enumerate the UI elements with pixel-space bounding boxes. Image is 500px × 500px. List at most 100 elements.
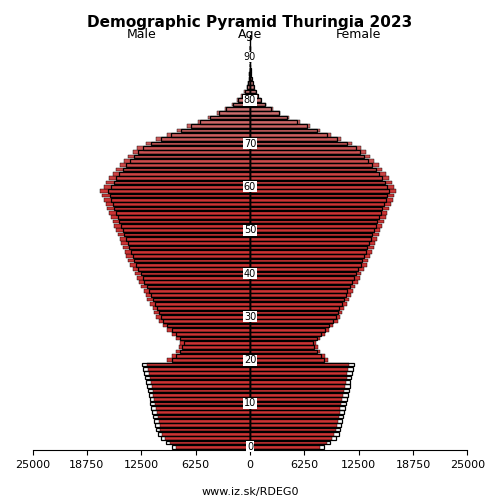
Bar	[152, 388, 250, 392]
Bar	[110, 194, 250, 198]
Bar	[137, 276, 250, 280]
Bar	[158, 414, 250, 418]
Bar	[250, 211, 380, 215]
Bar	[250, 376, 346, 380]
Bar	[250, 315, 340, 318]
Bar	[154, 310, 250, 314]
Bar	[180, 350, 250, 354]
Bar	[250, 328, 325, 332]
Bar	[248, 81, 250, 85]
Text: 0: 0	[247, 442, 253, 452]
Bar	[250, 384, 350, 388]
Bar	[198, 120, 250, 124]
Bar	[250, 284, 350, 288]
Bar	[130, 263, 250, 266]
Bar	[250, 185, 394, 189]
Bar	[156, 315, 250, 318]
Bar	[250, 268, 358, 271]
Bar	[250, 410, 344, 414]
Bar	[172, 328, 250, 332]
Bar	[250, 190, 389, 193]
Bar	[250, 354, 321, 358]
Bar	[172, 445, 250, 448]
Bar	[145, 376, 250, 380]
Bar	[151, 380, 250, 384]
Bar	[131, 250, 250, 254]
Bar	[242, 94, 250, 98]
Bar	[238, 98, 250, 102]
Bar	[244, 90, 250, 94]
Bar	[250, 232, 372, 236]
Bar	[134, 258, 250, 262]
Bar	[250, 107, 272, 111]
Bar	[250, 159, 368, 163]
Bar	[250, 440, 326, 444]
Bar	[116, 228, 250, 232]
Bar	[168, 358, 250, 362]
Bar	[250, 402, 342, 406]
Bar	[151, 142, 250, 146]
Bar	[163, 324, 250, 328]
Bar	[176, 336, 250, 340]
Bar	[250, 332, 321, 336]
Bar	[250, 237, 377, 240]
Bar	[250, 155, 364, 158]
Bar	[250, 410, 340, 414]
Bar	[176, 332, 250, 336]
Bar	[250, 220, 377, 224]
Bar	[250, 124, 307, 128]
Bar	[126, 237, 250, 240]
Bar	[166, 133, 250, 137]
Bar	[250, 142, 346, 146]
Bar	[250, 263, 366, 266]
Bar	[250, 232, 378, 236]
Bar	[250, 298, 344, 302]
Bar	[217, 112, 250, 115]
Bar	[250, 276, 360, 280]
Bar	[142, 146, 250, 150]
Bar	[182, 346, 250, 349]
Bar	[123, 168, 250, 172]
Bar	[109, 176, 250, 180]
Bar	[124, 159, 250, 163]
Bar	[250, 98, 260, 102]
Bar	[154, 419, 250, 422]
Bar	[111, 198, 250, 202]
Bar	[250, 419, 338, 422]
Text: 40: 40	[244, 268, 256, 278]
Bar	[144, 372, 250, 375]
Bar	[162, 432, 250, 436]
Bar	[250, 211, 388, 215]
Bar	[122, 242, 250, 245]
Bar	[250, 324, 330, 328]
Bar	[250, 172, 379, 176]
Bar	[250, 254, 364, 258]
Bar	[120, 164, 250, 167]
Bar	[100, 190, 250, 193]
Bar	[112, 220, 250, 224]
Bar	[250, 445, 324, 448]
Bar	[154, 398, 250, 401]
Bar	[155, 302, 250, 306]
Bar	[232, 103, 250, 106]
Bar	[120, 237, 250, 240]
Bar	[109, 211, 250, 215]
Bar	[250, 367, 348, 370]
Bar	[172, 358, 250, 362]
Bar	[250, 190, 396, 193]
Bar	[250, 294, 351, 297]
Bar	[134, 155, 250, 158]
Bar	[250, 150, 360, 154]
Bar	[250, 81, 252, 85]
Bar	[114, 181, 250, 184]
Bar	[159, 310, 250, 314]
Text: www.iz.sk/RDEG0: www.iz.sk/RDEG0	[201, 488, 299, 498]
Bar	[148, 367, 250, 370]
Bar	[146, 142, 250, 146]
Bar	[180, 341, 250, 344]
Bar	[176, 350, 250, 354]
Bar	[250, 263, 360, 266]
Bar	[250, 310, 342, 314]
Bar	[128, 155, 250, 158]
Bar	[250, 380, 346, 384]
